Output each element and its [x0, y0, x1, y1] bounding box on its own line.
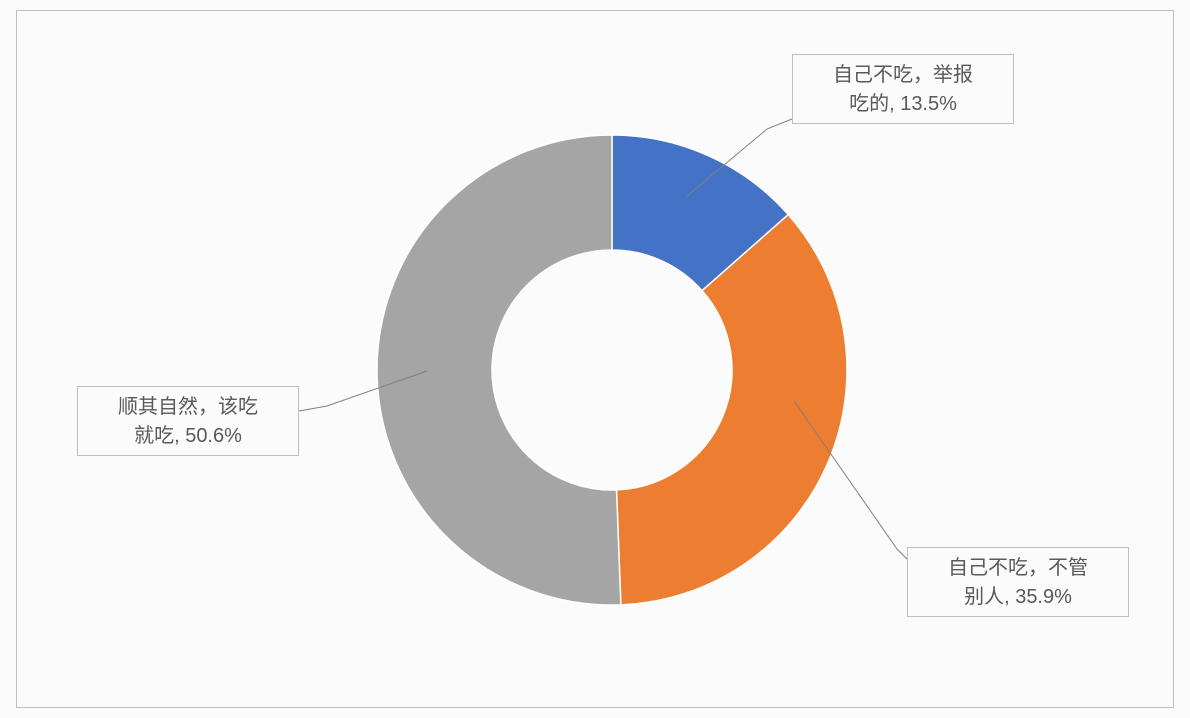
- callout-line2: 别人, 35.9%: [964, 586, 1072, 608]
- callout-line2: 吃的, 13.5%: [849, 93, 957, 115]
- callout-slice-3: 顺其自然，该吃 就吃, 50.6%: [77, 386, 299, 456]
- donut-slice-3: [377, 135, 621, 605]
- callout-line2: 就吃, 50.6%: [134, 425, 242, 447]
- callout-slice-1: 自己不吃，举报 吃的, 13.5%: [792, 54, 1014, 124]
- callout-line1: 自己不吃，不管: [948, 557, 1088, 579]
- callout-slice-2: 自己不吃，不管 别人, 35.9%: [907, 547, 1129, 617]
- callout-line1: 顺其自然，该吃: [118, 396, 258, 418]
- donut-slice-2: [617, 215, 847, 605]
- chart-frame: 自己不吃，举报 吃的, 13.5% 自己不吃，不管 别人, 35.9% 顺其自然…: [16, 10, 1174, 708]
- callout-line1: 自己不吃，举报: [833, 64, 973, 86]
